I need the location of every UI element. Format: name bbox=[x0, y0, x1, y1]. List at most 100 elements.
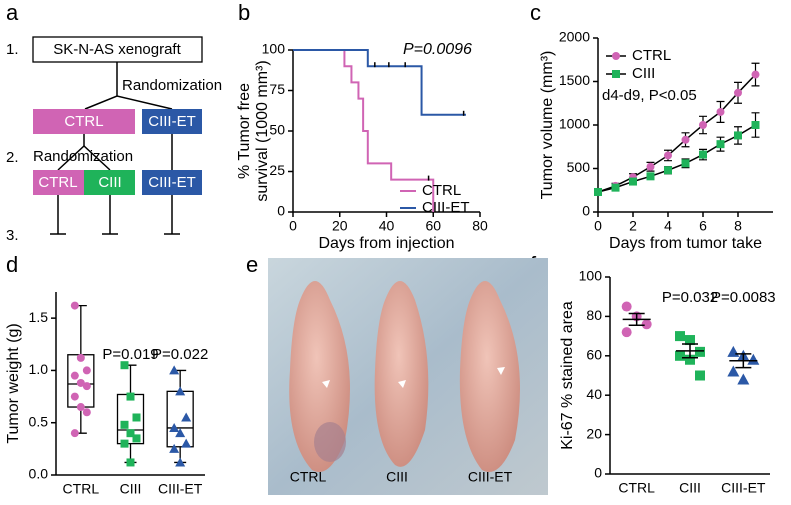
panel-label: b bbox=[238, 0, 250, 25]
y-tick-label: 40 bbox=[586, 386, 602, 402]
marker bbox=[646, 172, 655, 181]
x-tick-label: 4 bbox=[664, 218, 672, 234]
x-tick-label: CTRL bbox=[618, 480, 655, 496]
marker bbox=[181, 438, 192, 448]
marker bbox=[132, 434, 141, 443]
marker bbox=[612, 52, 620, 60]
legend-label: CIII bbox=[632, 65, 655, 82]
photo-label: CIII-ET bbox=[468, 469, 513, 485]
panel-label: d bbox=[6, 252, 18, 277]
marker bbox=[70, 392, 79, 401]
annotation: P=0.032 bbox=[662, 289, 718, 306]
annotation: d4-d9, P<0.05 bbox=[602, 87, 697, 104]
y-tick-label: 1000 bbox=[559, 116, 590, 132]
marker bbox=[169, 365, 180, 375]
marker bbox=[681, 159, 690, 168]
marker bbox=[76, 403, 85, 412]
marker bbox=[685, 354, 695, 365]
marker bbox=[612, 70, 620, 78]
photo-label: CIII bbox=[386, 469, 408, 485]
y-tick-label: 0 bbox=[277, 203, 285, 219]
x-tick-label: CIII bbox=[120, 481, 142, 497]
y-tick-label: 0.0 bbox=[29, 466, 49, 482]
marker bbox=[621, 327, 632, 338]
arm bbox=[142, 109, 202, 134]
tumor bbox=[314, 422, 346, 462]
series-line bbox=[597, 74, 757, 193]
x-tick-label: 20 bbox=[332, 218, 348, 234]
marker bbox=[82, 382, 91, 391]
marker bbox=[699, 150, 707, 159]
panel-label: a bbox=[6, 0, 19, 25]
marker bbox=[675, 331, 685, 342]
y-tick-label: 75 bbox=[269, 81, 285, 97]
arm-label: CTRL bbox=[38, 174, 77, 191]
y-tick-label: 20 bbox=[586, 425, 602, 441]
endpoint bbox=[50, 195, 180, 235]
step-label: 3. bbox=[6, 227, 19, 244]
marker bbox=[120, 439, 129, 448]
y-tick-label: 1.5 bbox=[29, 309, 49, 325]
marker bbox=[716, 107, 725, 116]
mouse bbox=[374, 281, 429, 467]
annotation: P=0.022 bbox=[152, 346, 208, 363]
x-tick-label: 6 bbox=[699, 218, 707, 234]
arm bbox=[33, 170, 84, 195]
marker bbox=[695, 346, 705, 357]
marker bbox=[747, 353, 760, 365]
y-tick-label: 1.0 bbox=[29, 361, 49, 377]
step-label: 2. bbox=[6, 149, 19, 166]
x-tick-label: 2 bbox=[629, 218, 637, 234]
label: Randomization bbox=[122, 77, 222, 94]
marker bbox=[132, 413, 141, 422]
marker bbox=[716, 140, 725, 149]
marker bbox=[727, 365, 740, 377]
x-axis-title: Days from injection bbox=[318, 235, 454, 252]
x-tick-label: 60 bbox=[425, 218, 441, 234]
marker bbox=[70, 301, 79, 310]
y-tick-label: 60 bbox=[586, 347, 602, 363]
annotation: P=0.019 bbox=[102, 346, 158, 363]
marker bbox=[126, 392, 135, 401]
photo-label: CTRL bbox=[290, 469, 327, 485]
survival-line bbox=[293, 49, 466, 116]
arm-label: CIII-ET bbox=[148, 174, 196, 191]
marker bbox=[685, 335, 695, 346]
connector bbox=[84, 95, 173, 110]
label: Randomization bbox=[33, 148, 133, 165]
arm bbox=[142, 170, 202, 195]
y-axis-title: % Tumor free bbox=[236, 83, 253, 179]
box-label: SK-N-AS xenograft bbox=[53, 41, 181, 58]
x-tick-label: 80 bbox=[472, 218, 488, 234]
annotation: P=0.0083 bbox=[711, 289, 776, 306]
legend-label: CTRL bbox=[422, 182, 461, 199]
arm-label: CIII-ET bbox=[148, 113, 196, 130]
x-tick-label: CTRL bbox=[63, 481, 100, 497]
arm-label: CIII bbox=[98, 174, 121, 191]
y-tick-label: 50 bbox=[269, 122, 285, 138]
marker bbox=[76, 353, 85, 362]
panel-label: e bbox=[246, 252, 258, 277]
y-tick-label: 100 bbox=[262, 41, 286, 57]
marker bbox=[734, 131, 742, 140]
y-tick-label: 0 bbox=[582, 203, 590, 219]
marker bbox=[169, 443, 180, 453]
arm-label: CTRL bbox=[64, 113, 103, 130]
x-tick-label: CIII-ET bbox=[158, 481, 203, 497]
whisker bbox=[74, 304, 87, 434]
marker bbox=[629, 177, 637, 186]
marker bbox=[737, 373, 750, 385]
marker bbox=[734, 88, 742, 97]
arm bbox=[84, 170, 135, 195]
marker bbox=[82, 408, 91, 417]
x-tick-label: CIII-ET bbox=[721, 480, 766, 496]
arm bbox=[33, 109, 135, 134]
y-axis-title: survival (1000 mm³) bbox=[254, 60, 271, 201]
marker bbox=[175, 457, 186, 467]
marker bbox=[175, 428, 186, 438]
y-tick-label: 500 bbox=[567, 159, 591, 175]
connector bbox=[57, 144, 111, 171]
marker bbox=[664, 151, 672, 160]
x-tick-label: 0 bbox=[289, 218, 297, 234]
